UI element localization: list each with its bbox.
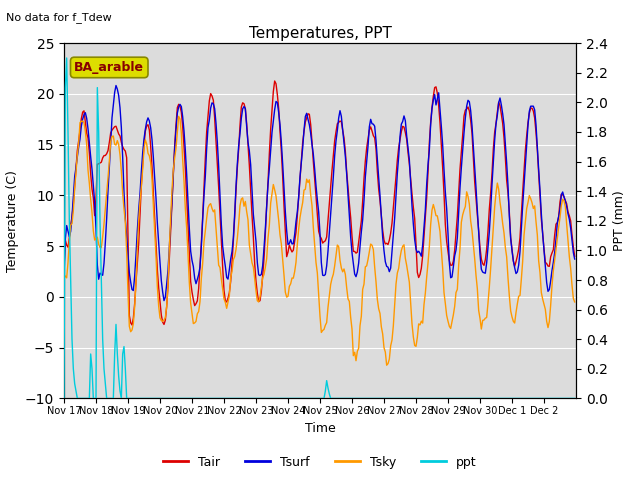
X-axis label: Time: Time: [305, 421, 335, 434]
Y-axis label: Temperature (C): Temperature (C): [6, 170, 19, 272]
Legend: Tair, Tsurf, Tsky, ppt: Tair, Tsurf, Tsky, ppt: [158, 451, 482, 474]
Title: Temperatures, PPT: Temperatures, PPT: [248, 25, 392, 41]
Text: No data for f_Tdew: No data for f_Tdew: [6, 12, 112, 23]
Y-axis label: PPT (mm): PPT (mm): [613, 191, 627, 251]
Text: BA_arable: BA_arable: [74, 61, 144, 74]
